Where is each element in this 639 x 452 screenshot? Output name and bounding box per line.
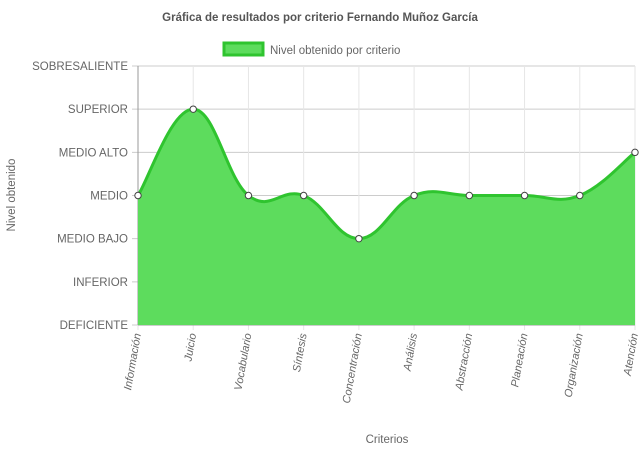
x-axis-title: Criterios	[366, 434, 409, 446]
y-tick-label: INFERIOR	[73, 277, 128, 289]
legend-swatch	[222, 41, 265, 57]
data-point[interactable]	[299, 191, 308, 200]
x-tick-label: Atención	[622, 332, 639, 377]
y-tick-label: SOBRESALIENTE	[32, 61, 128, 73]
y-tick-label: DEFICIENTE	[60, 320, 129, 332]
series-area	[138, 109, 635, 326]
data-point[interactable]	[520, 191, 529, 200]
data-point[interactable]	[410, 191, 418, 200]
y-tick-label: SUPERIOR	[68, 104, 128, 116]
x-tick-label: Síntesis	[291, 332, 310, 373]
y-axis-title: Nivel obtenido	[6, 159, 18, 232]
y-tick-label: MEDIO ALTO	[59, 147, 128, 159]
y-axis-ticks: DEFICIENTE INFERIOR MEDIO BAJO MEDIO MEDIO A…	[32, 61, 128, 332]
legend[interactable]: Nivel obtenido por criterio	[222, 41, 400, 57]
chart-title: Gráfica de resultados por criterio Ferna…	[162, 12, 478, 24]
data-point[interactable]	[465, 191, 474, 200]
x-tick-label: Información	[122, 332, 144, 391]
data-point[interactable]	[134, 191, 142, 200]
x-tick-label: Concentración	[341, 332, 365, 404]
x-tick-label: Planeación	[509, 332, 530, 388]
x-tick-label: Juicio	[182, 332, 199, 363]
x-axis-ticks: Información Juicio Vocabulario Síntesis Conc…	[122, 332, 639, 404]
y-tick-label: MEDIO BAJO	[57, 234, 128, 246]
data-point[interactable]	[244, 191, 253, 200]
x-tick-label: Abstracción	[453, 332, 475, 392]
data-points	[134, 105, 639, 243]
series-line	[136, 107, 636, 241]
data-point[interactable]	[189, 105, 197, 113]
data-point[interactable]	[576, 191, 584, 200]
data-point[interactable]	[631, 148, 639, 157]
data-point[interactable]	[355, 234, 363, 243]
legend-label: Nivel obtenido por criterio	[270, 45, 400, 57]
x-tick-label: Análisis	[401, 332, 420, 373]
data-area	[136, 107, 636, 326]
x-tick-label: Vocabulario	[233, 332, 255, 391]
y-tick-label: MEDIO	[90, 191, 128, 203]
x-tick-label: Organización	[563, 332, 586, 398]
